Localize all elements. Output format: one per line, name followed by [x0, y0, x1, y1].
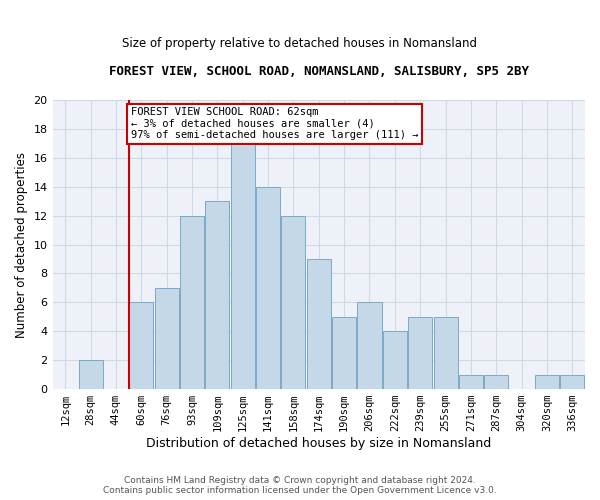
Text: FOREST VIEW SCHOOL ROAD: 62sqm
← 3% of detached houses are smaller (4)
97% of se: FOREST VIEW SCHOOL ROAD: 62sqm ← 3% of d…	[131, 107, 419, 140]
Bar	[180, 216, 204, 389]
Bar	[129, 302, 154, 389]
Bar	[205, 201, 229, 389]
Y-axis label: Number of detached properties: Number of detached properties	[15, 152, 28, 338]
Bar	[281, 216, 305, 389]
Bar	[230, 144, 255, 389]
Bar	[358, 302, 382, 389]
Bar	[459, 374, 483, 389]
Bar	[560, 374, 584, 389]
Bar	[155, 288, 179, 389]
Bar	[332, 317, 356, 389]
Title: FOREST VIEW, SCHOOL ROAD, NOMANSLAND, SALISBURY, SP5 2BY: FOREST VIEW, SCHOOL ROAD, NOMANSLAND, SA…	[109, 65, 529, 78]
Bar	[256, 186, 280, 389]
Bar	[535, 374, 559, 389]
Bar	[79, 360, 103, 389]
Text: Size of property relative to detached houses in Nomansland: Size of property relative to detached ho…	[122, 38, 478, 51]
Bar	[307, 259, 331, 389]
X-axis label: Distribution of detached houses by size in Nomansland: Distribution of detached houses by size …	[146, 437, 491, 450]
Bar	[434, 317, 458, 389]
Bar	[484, 374, 508, 389]
Bar	[383, 332, 407, 389]
Bar	[408, 317, 432, 389]
Text: Contains HM Land Registry data © Crown copyright and database right 2024.
Contai: Contains HM Land Registry data © Crown c…	[103, 476, 497, 495]
